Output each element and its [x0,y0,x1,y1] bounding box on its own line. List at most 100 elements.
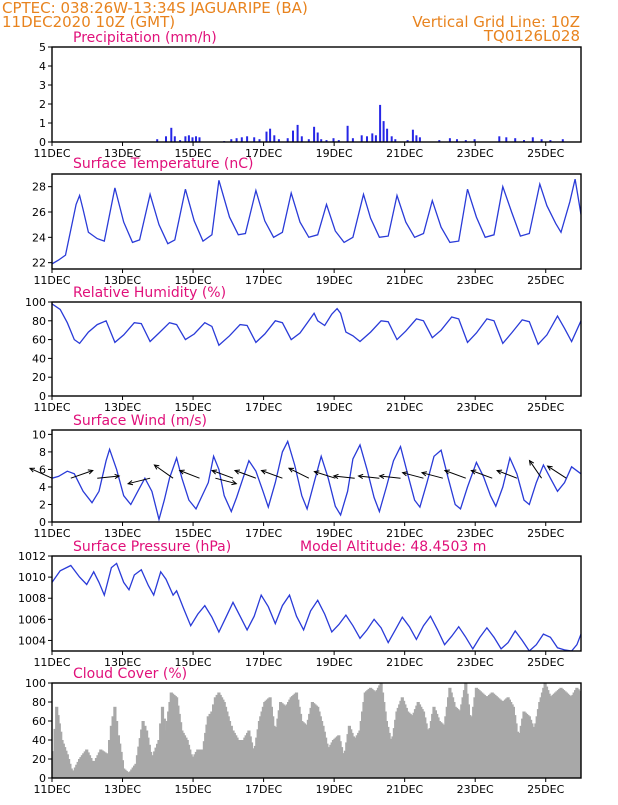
precip-bar [277,139,280,142]
precip-bar [531,137,534,142]
precip-x-tick-label: 23DEC [457,147,494,160]
wind-vector-head [233,469,241,475]
wind-x-tick-label: 15DEC [175,527,212,540]
temperature-x-tick-label: 13DEC [104,274,141,287]
cloud-x-tick-label: 15DEC [175,783,212,796]
temperature-x-tick-label: 17DEC [245,274,282,287]
temperature-x-tick-label: 11DEC [33,274,70,287]
wind-vector [496,470,518,479]
wind-vector [211,470,234,479]
precip-bar [540,139,543,142]
cloud-bar [208,713,212,778]
precip-bar [561,139,564,142]
precip-bar [195,136,197,142]
wind-y-tick-label: 6 [39,463,46,476]
cloud-title: Cloud Cover (%) [73,666,187,682]
wind-vector [179,470,200,479]
cloud-y-tick-label: 40 [32,734,46,747]
humidity-x-tick-label: 21DEC [386,401,423,414]
wind-vector [444,470,466,479]
humidity-x-tick-label: 25DEC [527,401,564,414]
cloud-bar [579,692,581,778]
wind-vector [402,472,424,479]
cloud-bar [206,716,210,778]
wind-vector-head [496,469,503,475]
precip-x-tick-label: 13DEC [104,147,141,160]
pressure-y-tick-label: 1004 [18,634,46,647]
precip-bar [379,104,382,142]
wind-x-tick-label: 21DEC [386,527,423,540]
cloud-x-tick-label: 11DEC [33,783,70,796]
pressure-x-tick-label: 15DEC [175,656,212,669]
precip-bar [173,136,176,142]
precip-bar [156,139,159,142]
precip-bar [273,135,276,142]
wind-vector [547,465,567,479]
precip-bar [320,139,323,142]
wind-x-tick-label: 11DEC [33,527,70,540]
temperature-x-tick-label: 23DEC [457,274,494,287]
precip-bar [296,124,299,142]
wind-vector [128,477,151,485]
wind-vector [471,470,493,479]
wind-panel: 0 2 4 6 8 10 11DEC 13DEC 15DEC 17DEC 19DEC 21DEC 23D… [28,428,582,540]
precip-bar [346,125,349,142]
humidity-title: Relative Humidity (%) [73,285,226,301]
cloud-bar [159,723,163,778]
wind-vector-head [546,465,553,471]
precip-bar [292,130,294,142]
header-datetime: 11DEC2020 10Z (GMT) [2,13,175,31]
precip-bar [300,136,303,142]
precip-bar [523,140,525,142]
wind-vector-head [287,467,295,473]
cloud-bar [212,704,216,778]
precip-bar [371,133,374,142]
humidity-panel: 0 20 40 60 80 100 11DEC 13DEC 15DEC 17DEC 19DEC 21D… [25,296,582,414]
humidity-x-tick-label: 17DEC [245,401,282,414]
wind-vector-head [260,469,267,475]
precip-bar [253,137,256,142]
precip-bar [235,138,238,142]
precip-bar [258,139,261,142]
precip-bar [411,129,414,142]
wind-vector-head [420,471,427,477]
cloud-bar [106,754,110,778]
wind-y-tick-label: 10 [32,428,46,441]
temperature-y-tick-label: 22 [32,257,46,270]
precip-bar [230,139,233,142]
temperature-panel: 22 24 26 28 11DEC 13DEC 15DEC 17DEC 19DEC 21DEC 23… [32,173,582,287]
precip-bar [415,135,418,142]
temperature-y-tick-label: 28 [32,181,46,194]
temperature-title: Surface Temperature (nC) [73,156,254,172]
cloud-bar [113,706,117,778]
cloud-bar [229,725,233,778]
precip-x-tick-label: 21DEC [386,147,423,160]
wind-vector [97,475,120,479]
pressure-x-tick-label: 25DEC [527,656,564,669]
cloud-x-tick-label: 13DEC [104,783,141,796]
plots-layer: 0 1 2 3 4 5 11DEC 13DEC 15DEC 17DEC 19DEC 21DEC 23DE… [18,41,582,796]
precip-bar [191,137,194,142]
wind-vector-head [178,469,185,475]
precip-y-tick-label: 3 [39,79,46,92]
precip-bar [382,121,385,142]
precip-bar [438,140,441,142]
precip-bar [390,136,393,142]
humidity-y-tick-label: 40 [32,352,46,365]
cloud-y-tick-label: 20 [32,753,46,766]
precip-bar [464,140,467,142]
wind-vector-head [87,469,94,475]
wind-vector [333,475,355,479]
temperature-x-tick-label: 19DEC [316,274,353,287]
humidity-x-tick-label: 11DEC [33,401,70,414]
header-grid-line: Vertical Grid Line: 10Z [412,13,580,31]
pressure-y-tick-label: 1008 [18,592,46,605]
cloud-bar [162,718,166,778]
wind-vector-head [357,473,364,480]
precip-bar [316,132,319,142]
temperature-x-tick-label: 15DEC [175,274,212,287]
wind-y-tick-label: 4 [39,481,46,494]
precip-y-tick-label: 2 [39,98,46,111]
wind-vector [261,470,283,479]
